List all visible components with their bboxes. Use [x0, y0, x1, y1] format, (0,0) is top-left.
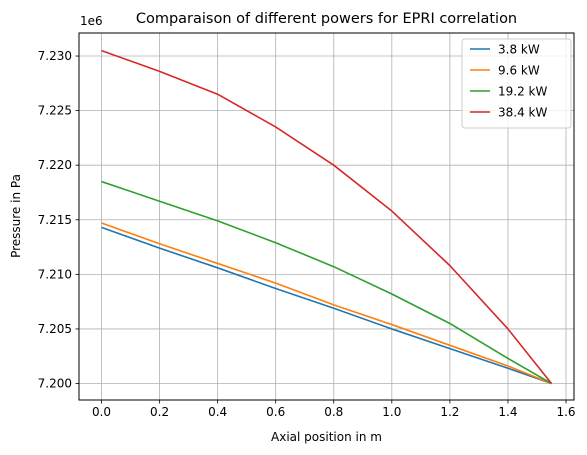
x-tick-label: 0.6 — [266, 405, 285, 419]
x-tick-label: 1.2 — [440, 405, 459, 419]
y-tick-label: 7.215 — [38, 213, 72, 227]
series-lines — [101, 49, 553, 385]
legend-label: 19.2 kW — [498, 85, 547, 99]
chart-title: Comparaison of different powers for EPRI… — [136, 11, 517, 27]
y-tick-label: 7.205 — [38, 322, 72, 336]
x-tick-label: 0.8 — [324, 405, 343, 419]
x-tick-label: 1.0 — [382, 405, 401, 419]
x-tick-label: 0.0 — [92, 405, 111, 419]
legend-label: 3.8 kW — [498, 43, 540, 57]
y-axis-label: Pressure in Pa — [9, 174, 23, 258]
x-tick-label: 1.4 — [498, 405, 517, 419]
y-tick-label: 7.230 — [38, 49, 72, 63]
series-line — [101, 226, 552, 385]
series-line — [101, 222, 552, 385]
x-axis-label: Axial position in m — [271, 430, 382, 444]
series-line — [101, 49, 553, 385]
y-axis-offset-label: 1e6 — [80, 14, 103, 28]
x-tick-label: 0.4 — [208, 405, 227, 419]
series-line — [101, 180, 552, 385]
y-tick-label: 7.225 — [38, 104, 72, 118]
y-tick-label: 7.220 — [38, 158, 72, 172]
legend-label: 38.4 kW — [498, 106, 547, 120]
y-axis-ticks: 7.200 7.205 7.210 7.215 7.220 7.225 7.230 — [38, 49, 79, 391]
x-tick-label: 1.6 — [556, 405, 575, 419]
legend: 3.8 kW 9.6 kW 19.2 kW 38.4 kW — [461, 38, 572, 129]
plot-frame — [78, 32, 575, 401]
x-tick-label: 0.2 — [150, 405, 169, 419]
grid — [79, 33, 574, 400]
y-tick-label: 7.200 — [38, 377, 72, 391]
x-axis-ticks: 0.0 0.2 0.4 0.6 0.8 1.0 1.2 1.4 1.6 — [92, 400, 576, 419]
legend-label: 9.6 kW — [498, 64, 540, 78]
legend-box — [461, 38, 572, 129]
y-tick-label: 7.210 — [38, 267, 72, 281]
